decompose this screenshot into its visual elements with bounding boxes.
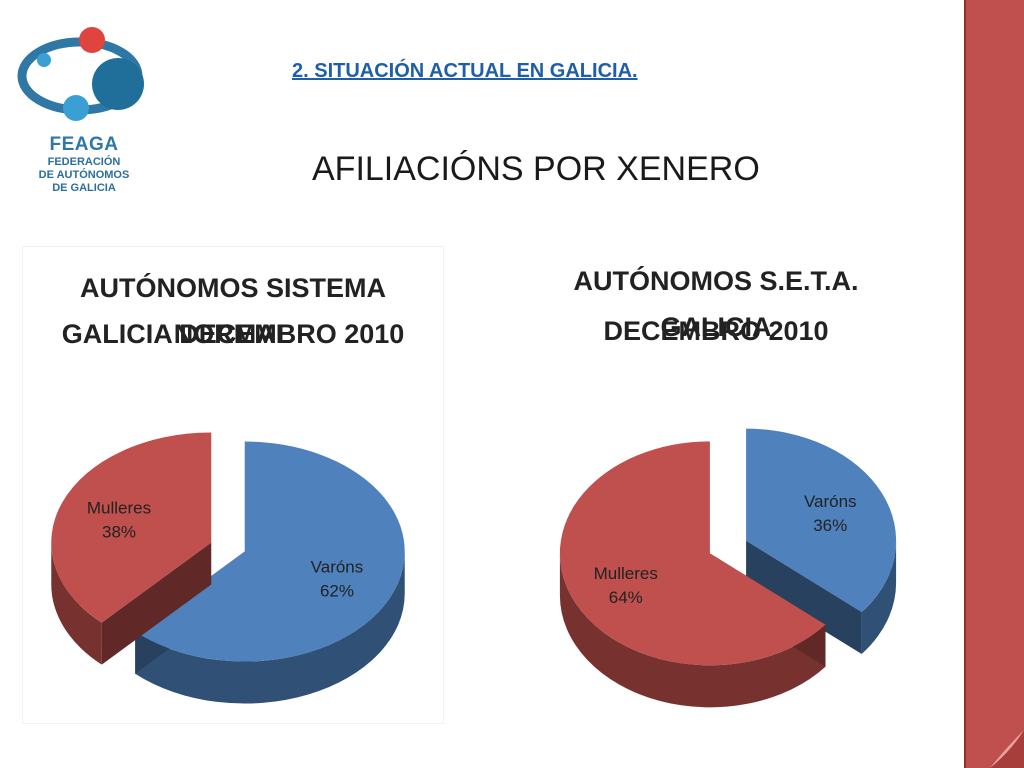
logo-subtitle-1: FEDERACIÓN [47, 156, 121, 168]
chart-title-line-1: AUTÓNOMOS SISTEMA NORMAL [79, 273, 386, 349]
pie-chart-seta: Varóns 36% Mulleres 64% [559, 428, 897, 708]
pie-slice-top [51, 432, 212, 623]
slice-category-label: Varóns [804, 492, 857, 511]
chart-title-line-2: DECEMBRO 2010 [603, 316, 829, 346]
logo-graphic [17, 27, 144, 121]
logo-text: FEAGA FEDERACIÓN DE AUTÓNOMOS DE GALICIA [14, 134, 154, 195]
slice-category-label: Mulleres [594, 564, 658, 583]
pie-slice-edge [746, 540, 862, 655]
pie-slice-top [746, 428, 897, 613]
logo-name: FEAGA [49, 134, 119, 155]
page-title: AFILIACIÓNS POR XENERO [312, 150, 760, 188]
feaga-logo: FEAGA FEDERACIÓN DE AUTÓNOMOS DE GALICIA [14, 22, 154, 202]
section-title: 2. SITUACIÓN ACTUAL EN GALICIA. [292, 60, 638, 82]
logo-subtitle-3: DE GALICIA [52, 182, 116, 194]
pie-slice-side [135, 551, 405, 704]
pie-slice-mulleres [559, 441, 826, 708]
chart-title-line-1: AUTÓNOMOS S.E.T.A. GALICIA [573, 266, 859, 342]
chart-title-line-2: GALICIA DECEMBRO 2010 [61, 319, 405, 349]
pie-slice-edge [101, 542, 212, 665]
pie-chart-normal: Varóns 62% Mulleres 38% [51, 432, 405, 704]
pie-slice-side [559, 553, 826, 708]
pie-slice-varns [135, 441, 405, 704]
chart-panel-normal: AUTÓNOMOS SISTEMA NORMAL GALICIA DECEMBR… [22, 246, 444, 724]
pie-slice-mulleres [51, 432, 212, 665]
slice-category-label: Varóns [311, 558, 364, 577]
decorative-sidebar [964, 0, 1024, 768]
pie-slice-top [135, 441, 405, 662]
slice-value-label: 36% [813, 516, 847, 535]
logo-subtitle-2: DE AUTÓNOMOS [38, 169, 130, 181]
pie-slice-side [51, 542, 102, 665]
slice-value-label: 64% [609, 588, 643, 607]
pie-slice-top [559, 441, 826, 666]
slice-value-label: 38% [102, 522, 136, 541]
pie-slice-side [861, 540, 897, 655]
page-curl-icon [990, 730, 1024, 768]
slice-category-label: Mulleres [87, 498, 151, 517]
slice-value-label: 62% [320, 582, 354, 601]
chart-panel-seta: AUTÓNOMOS S.E.T.A. GALICIA DECEMBRO 2010… [518, 242, 914, 722]
pie-slice-varns [746, 428, 897, 655]
